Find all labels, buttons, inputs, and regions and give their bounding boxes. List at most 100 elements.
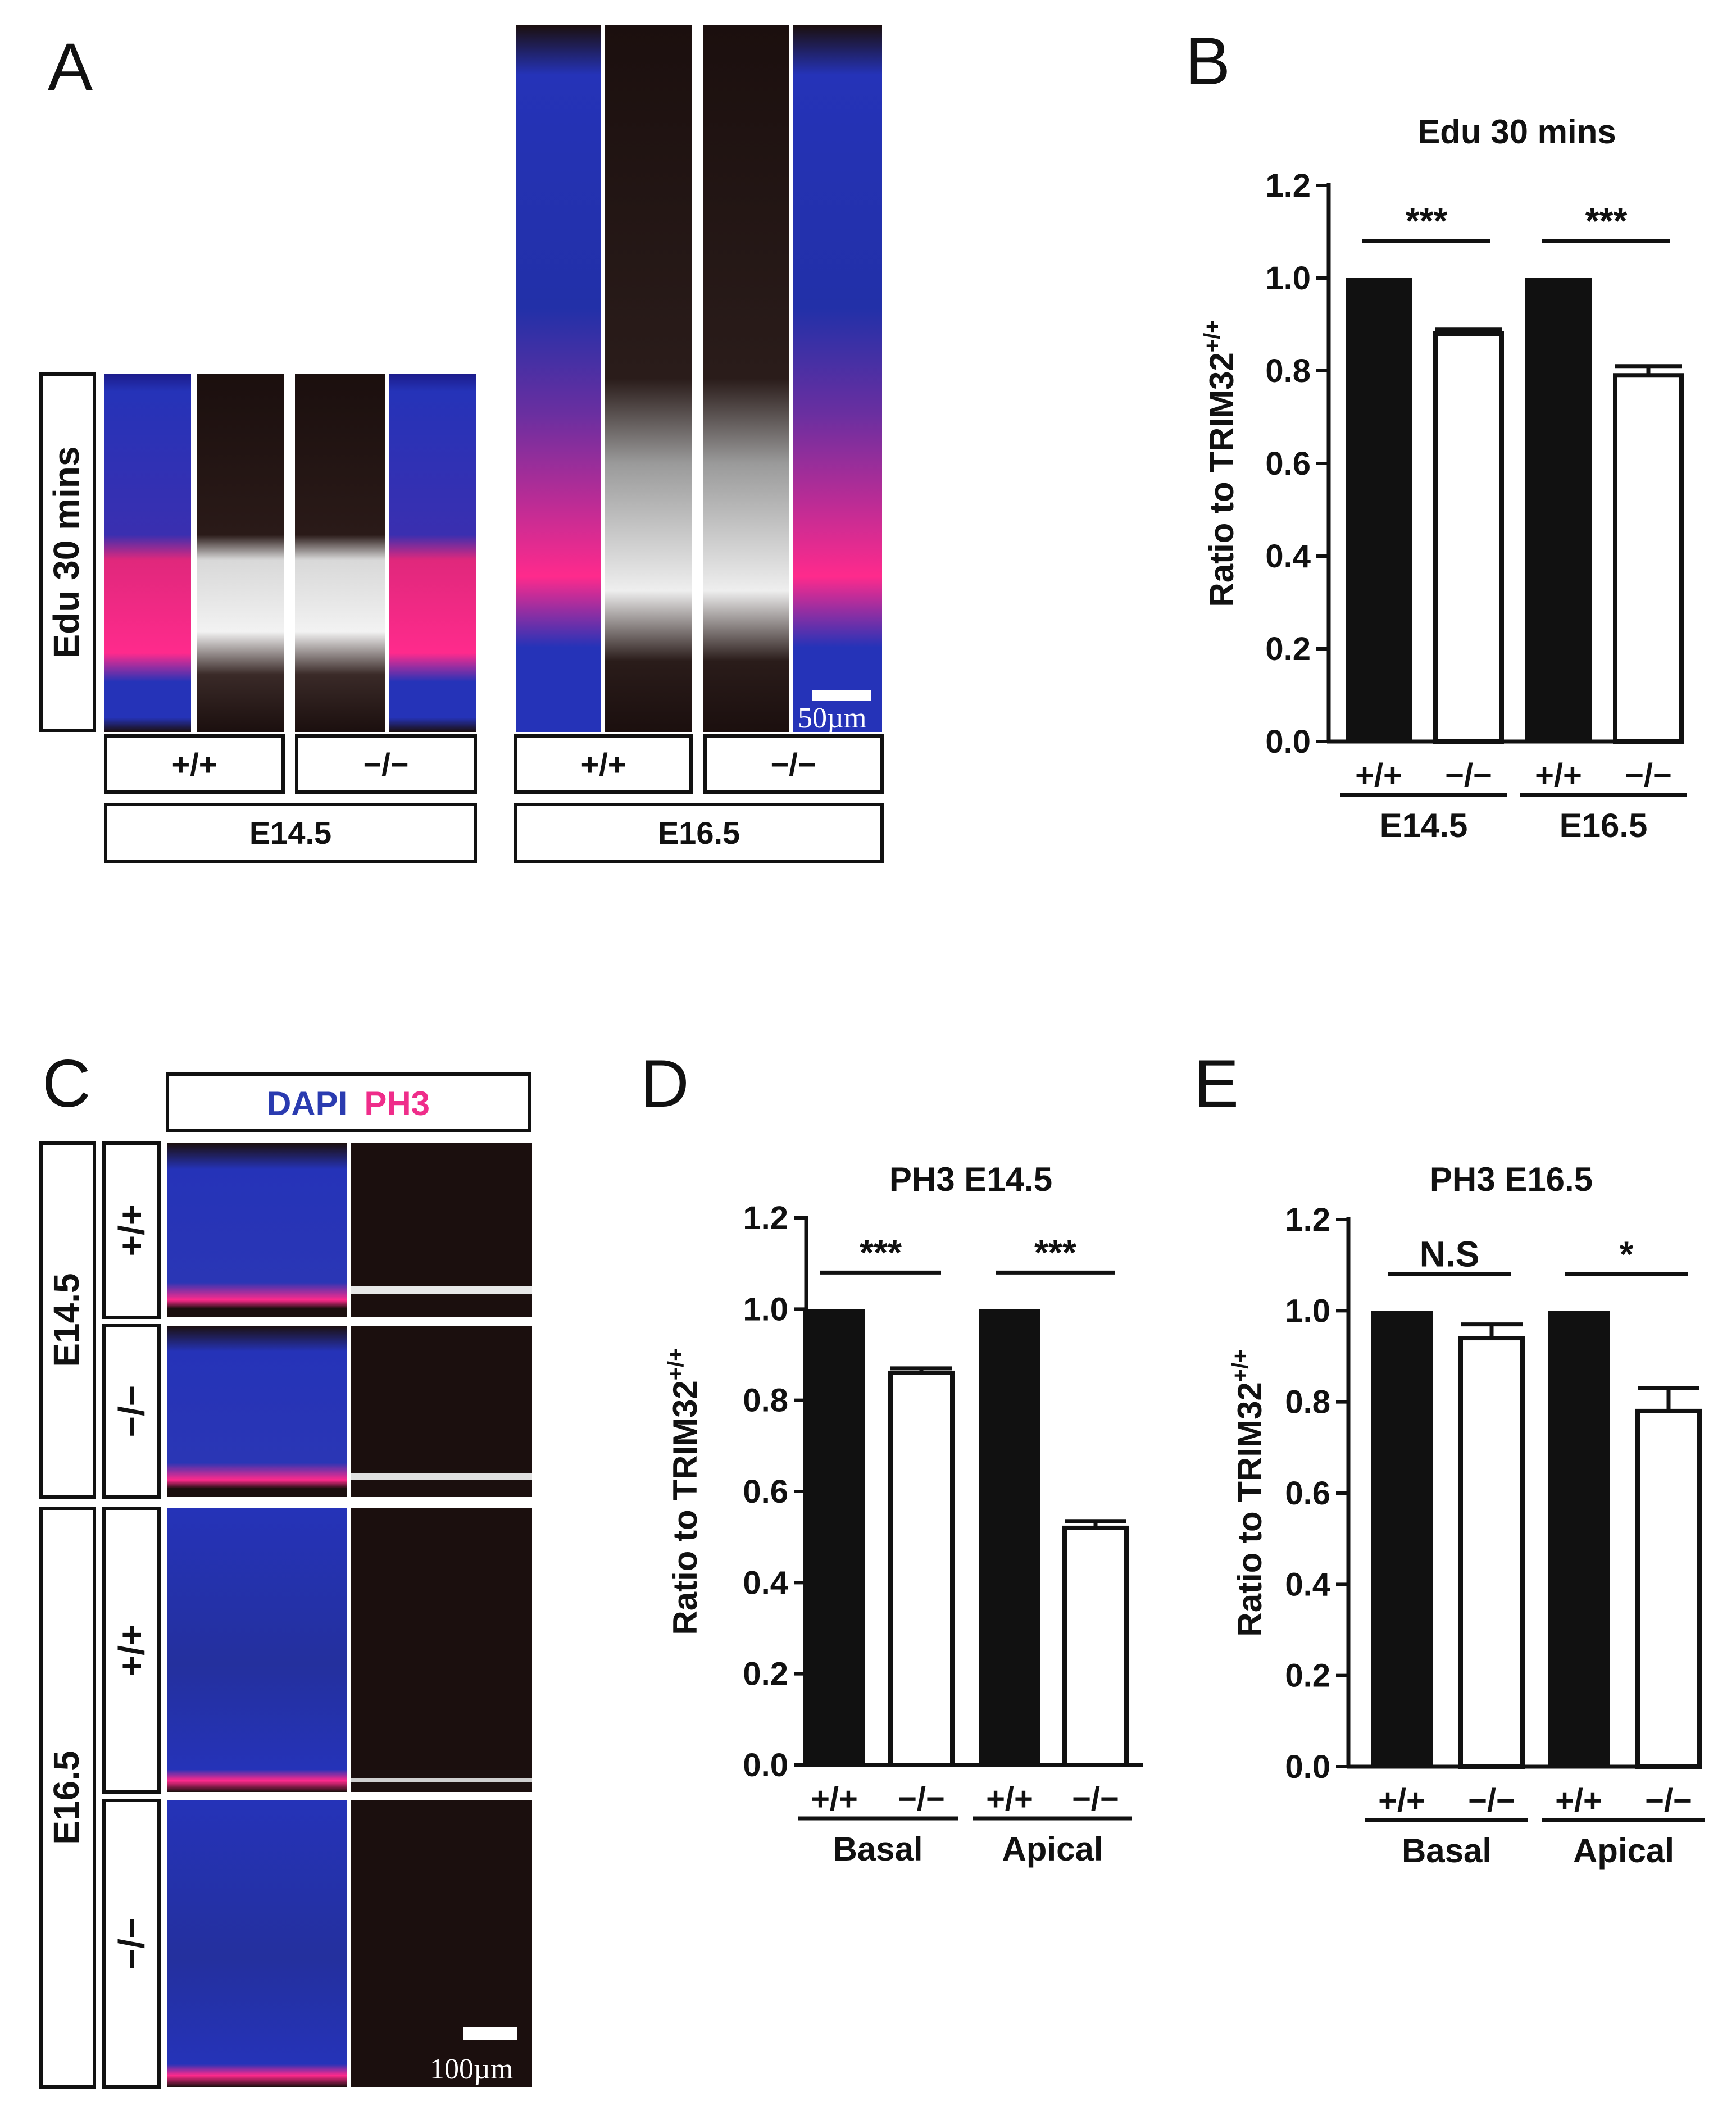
genotype-box-c-3 [102, 1507, 161, 1794]
genotype-box-c-1 [102, 1141, 161, 1319]
genotype-label-a-1: +/+ [172, 747, 217, 782]
micrograph-c-e16-wt-ph3-band [351, 1778, 532, 1782]
genotype-box-a-4 [703, 734, 884, 794]
micrograph-c-e14-ko-ph3-band [351, 1473, 532, 1480]
chart-title: Edu 30 mins [1417, 113, 1616, 151]
y-tick-label: 1.2 [743, 1200, 788, 1236]
genotype-box-c-2 [102, 1324, 161, 1499]
genotype-label-c-2: −/− [111, 1385, 152, 1438]
bar [803, 1309, 865, 1765]
y-tick-label: 0.6 [743, 1473, 788, 1510]
genotype-label-a-2: −/− [363, 747, 409, 782]
x-category-label: +/+ [811, 1781, 858, 1817]
panel-letter-e: E [1194, 1046, 1239, 1121]
y-tick-label: 0.6 [1265, 445, 1311, 482]
significance-label: * [1620, 1234, 1634, 1274]
micrograph-c-e16-wt-overlay [167, 1508, 347, 1792]
y-tick-label: 0.0 [1265, 724, 1311, 760]
bar [1062, 1525, 1129, 1768]
y-tick-label: 0.4 [1285, 1566, 1330, 1603]
y-tick-label: 0.8 [1285, 1384, 1330, 1421]
scale-bar-a [812, 690, 871, 701]
x-group-label: Apical [1573, 1832, 1674, 1870]
stage-label-a-e16: E16.5 [658, 815, 740, 850]
y-axis-label-superscript: +/+ [1200, 320, 1225, 352]
x-category-label: +/+ [986, 1781, 1033, 1817]
stage-label-c-e14: E14.5 [46, 1273, 87, 1367]
x-category-label: −/− [1072, 1781, 1119, 1817]
bar [979, 1309, 1040, 1765]
stage-box-c-e14 [39, 1141, 96, 1499]
chart-b: B Edu 30 mins Ratio to TRIM32+/+ 0.0 0.2 0.4 0… [1185, 24, 1687, 844]
significance-label: *** [1034, 1232, 1076, 1272]
y-axis-label-superscript: +/+ [664, 1348, 688, 1380]
stage-box-a-e14 [104, 803, 477, 863]
bar [1613, 373, 1684, 744]
micrograph-c-e14-wt-ph3-band [351, 1286, 532, 1294]
micrograph-c-e14-ko-overlay [167, 1326, 347, 1497]
bar [1458, 1336, 1525, 1770]
x-category-label: −/− [1445, 757, 1492, 794]
panel-letter-b: B [1185, 24, 1230, 99]
y-tick-label: 1.0 [1285, 1293, 1330, 1329]
scale-bar-c-label: 100µm [430, 2053, 513, 2085]
panel-letter-c: C [42, 1046, 91, 1121]
genotype-box-c-4 [102, 1799, 161, 2089]
genotype-box-a-2 [295, 734, 477, 794]
genotype-box-a-3 [514, 734, 693, 794]
legend-label: DAPI PH3 [267, 1085, 430, 1122]
stage-label-a-e14: E14.5 [249, 815, 331, 850]
legend-ph3: PH3 [364, 1085, 430, 1122]
x-category-label: +/+ [1555, 1782, 1602, 1819]
y-axis-label-main: Ratio to TRIM32 [1231, 1382, 1269, 1636]
genotype-box-a-1 [104, 734, 285, 794]
chart-title: PH3 E14.5 [889, 1161, 1052, 1198]
y-tick-label: 1.2 [1265, 167, 1311, 204]
y-axis-label: Ratio to TRIM32+/+ [1228, 1349, 1269, 1636]
y-tick-label: 0.4 [1265, 538, 1311, 575]
x-category-label: +/+ [1535, 757, 1582, 794]
significance-label: *** [860, 1232, 902, 1272]
genotype-label-a-3: +/+ [581, 747, 626, 782]
bar [1371, 1311, 1433, 1767]
bar [888, 1370, 955, 1767]
micrograph-c-e16-ko-overlay [167, 1800, 347, 2087]
y-tick-label: 0.2 [1285, 1658, 1330, 1694]
legend-dapi: DAPI [267, 1085, 347, 1122]
micrograph-c-e14-ko-ph3 [351, 1326, 532, 1497]
micrograph-c-e16-wt-ph3 [351, 1508, 532, 1792]
stage-box-a-e16 [514, 803, 884, 863]
x-group-label: Apical [1002, 1830, 1103, 1868]
micrograph-e14-wt-overlay [104, 374, 191, 732]
stage-box-c-e16 [39, 1507, 96, 2089]
significance-label: *** [1585, 201, 1628, 241]
y-tick-label: 0.4 [743, 1564, 788, 1601]
x-category-label: +/+ [1378, 1782, 1425, 1819]
y-tick-label: 0.2 [1265, 631, 1311, 667]
bar [1525, 278, 1592, 742]
y-tick-label: 0.0 [743, 1747, 788, 1784]
y-axis-label: Ratio to TRIM32+/+ [1200, 320, 1240, 607]
y-axis-label-superscript: +/+ [1228, 1349, 1253, 1382]
bar [1346, 278, 1412, 742]
micrograph-c-e14-wt-overlay [167, 1143, 347, 1317]
genotype-label-c-3: +/+ [111, 1625, 152, 1677]
x-group-label: E16.5 [1560, 807, 1648, 844]
micrograph-e16-wt-edu [605, 25, 692, 732]
micrograph-c-e16-ko-ph3 [351, 1800, 532, 2087]
micrograph-e16-ko-edu [703, 25, 789, 732]
chart-title: PH3 E16.5 [1430, 1161, 1593, 1198]
x-group-label: Basal [833, 1830, 922, 1868]
x-category-label: +/+ [1355, 757, 1402, 794]
stage-label-c-e16: E16.5 [46, 1750, 87, 1844]
y-axis-label: Ratio to TRIM32+/+ [664, 1348, 704, 1635]
scale-bar-a-label: 50µm [798, 702, 866, 734]
y-tick-label: 1.0 [743, 1291, 788, 1327]
side-label-box [39, 372, 96, 732]
y-tick-label: 1.2 [1285, 1202, 1330, 1238]
x-group-label: Basal [1402, 1832, 1492, 1870]
micrograph-e16-wt-overlay [516, 25, 601, 732]
genotype-label-c-4: −/− [111, 1918, 152, 1970]
panel-letter-d: D [640, 1046, 689, 1121]
